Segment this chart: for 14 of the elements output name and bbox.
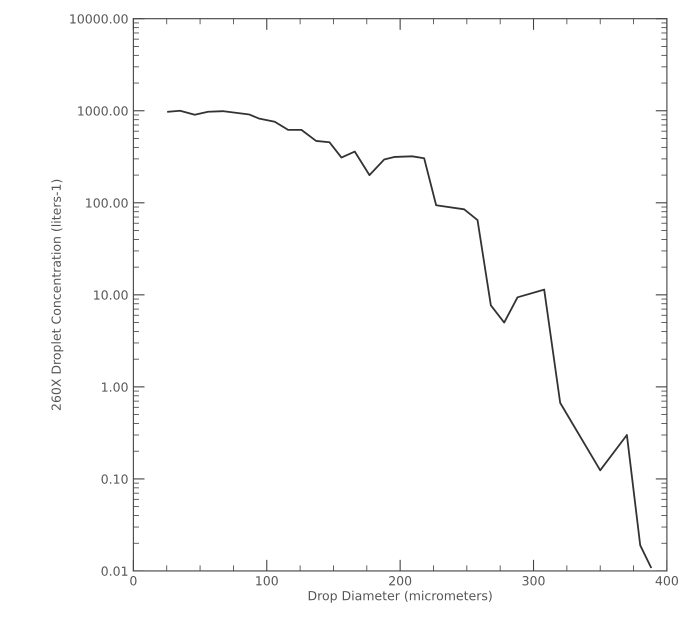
y-tick-label: 10000.00 [70,14,128,24]
y-tick-label: 1.00 [102,382,128,392]
y-tick-label: 10.00 [94,290,128,300]
y-tick-label: 100.00 [86,198,128,208]
x-tick-label: 300 [522,576,545,586]
y-tick-label: 0.01 [102,566,128,576]
y-tick-label: 0.10 [102,474,128,484]
x-axis-title: Drop Diameter (micrometers) [308,590,492,603]
x-tick-label: 400 [656,576,678,586]
y-axis-title: 260X Droplet Concentration (liters-1) [51,180,64,410]
y-tick-label: 1000.00 [78,106,128,116]
x-tick-label: 200 [389,576,412,586]
x-tick-label: 100 [256,576,278,586]
x-tick-label: 0 [130,576,137,586]
